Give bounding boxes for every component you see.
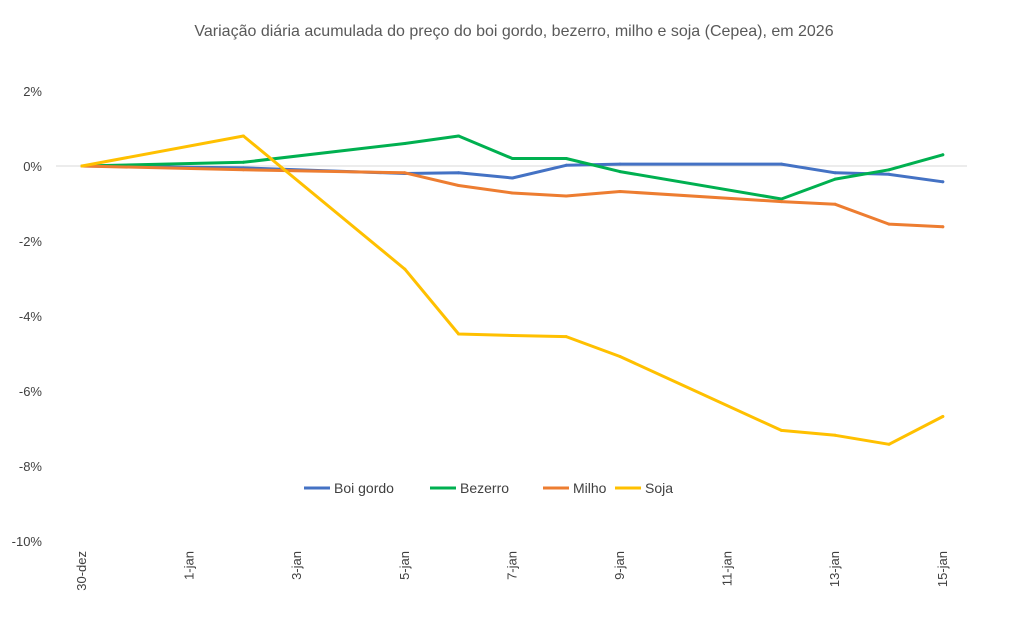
series-milho	[80, 164, 945, 229]
series-line-soja	[80, 134, 945, 446]
data-point-soja	[779, 428, 783, 432]
data-point-milho	[887, 222, 891, 226]
data-point-boi-gordo	[941, 180, 945, 184]
series-soja	[80, 134, 945, 446]
data-point-bezerro	[887, 168, 891, 172]
data-point-soja	[833, 433, 837, 437]
x-tick-label: 3-jan	[289, 551, 304, 580]
x-axis-ticks: 30-dez 1-jan 3-jan 5-jan 7-jan 9-jan 11-jan 13-…	[74, 551, 950, 591]
chart-title: Variação diária acumulada do preço do bo…	[194, 23, 833, 40]
data-point-bezerro	[403, 142, 407, 145]
legend: Boi gordo Bezerro Milho Soja	[304, 480, 673, 496]
data-point-boi-gordo	[887, 172, 891, 176]
series-line-milho	[80, 164, 945, 229]
data-point-milho	[564, 194, 568, 198]
data-point-milho	[457, 184, 461, 187]
x-tick-label: 11-jan	[720, 551, 735, 586]
legend-label-bezerro: Bezerro	[460, 480, 509, 496]
data-point-boi-gordo	[457, 171, 461, 175]
data-point-bezerro	[618, 170, 622, 174]
data-point-soja	[564, 335, 568, 339]
data-point-boi-gordo	[618, 162, 622, 166]
y-tick-label: 0%	[23, 159, 42, 174]
x-tick-label: 13-jan	[827, 551, 842, 587]
y-tick-label: -10%	[12, 534, 43, 549]
data-point-milho	[241, 168, 245, 172]
data-point-boi-gordo	[564, 163, 568, 167]
data-point-soja	[510, 334, 514, 337]
data-point-bezerro	[779, 197, 783, 201]
data-point-soja	[457, 332, 461, 336]
data-point-milho	[403, 171, 407, 175]
x-tick-label: 30-dez	[74, 551, 89, 591]
data-point-bezerro	[510, 157, 514, 160]
data-point-milho	[510, 191, 514, 195]
data-point-soja	[941, 415, 945, 418]
x-tick-label: 15-jan	[935, 551, 950, 587]
x-tick-label: 1-jan	[182, 551, 197, 580]
data-point-bezerro	[833, 177, 837, 181]
data-point-bezerro	[241, 160, 245, 164]
data-point-soja	[618, 355, 622, 358]
legend-label-milho: Milho	[573, 480, 607, 496]
x-tick-label: 5-jan	[397, 551, 412, 580]
legend-label-soja: Soja	[645, 480, 673, 496]
data-point-bezerro	[941, 153, 945, 157]
y-tick-label: -8%	[19, 459, 43, 474]
data-point-boi-gordo	[510, 176, 514, 180]
y-tick-label: 2%	[23, 84, 42, 99]
y-tick-label: -4%	[19, 309, 43, 324]
data-point-bezerro	[457, 134, 461, 138]
series-lines	[80, 134, 945, 446]
data-point-boi-gordo	[833, 171, 837, 175]
y-axis-ticks: 2% 0% -2% -4% -6% -8% -10%	[12, 84, 43, 549]
data-point-boi-gordo	[779, 162, 783, 166]
data-point-milho	[779, 200, 783, 204]
data-point-milho	[941, 225, 945, 229]
y-tick-label: -2%	[19, 234, 43, 249]
legend-label-boi-gordo: Boi gordo	[334, 480, 394, 496]
data-point-milho	[833, 202, 837, 206]
data-point-soja	[887, 442, 891, 446]
data-point-bezerro	[564, 157, 568, 160]
y-tick-label: -6%	[19, 384, 43, 399]
x-tick-label: 9-jan	[612, 551, 627, 580]
data-point-soja	[241, 134, 245, 138]
data-point-soja	[403, 267, 407, 271]
data-point-milho	[618, 190, 622, 193]
data-point-soja	[80, 164, 84, 168]
x-tick-label: 7-jan	[504, 551, 519, 580]
